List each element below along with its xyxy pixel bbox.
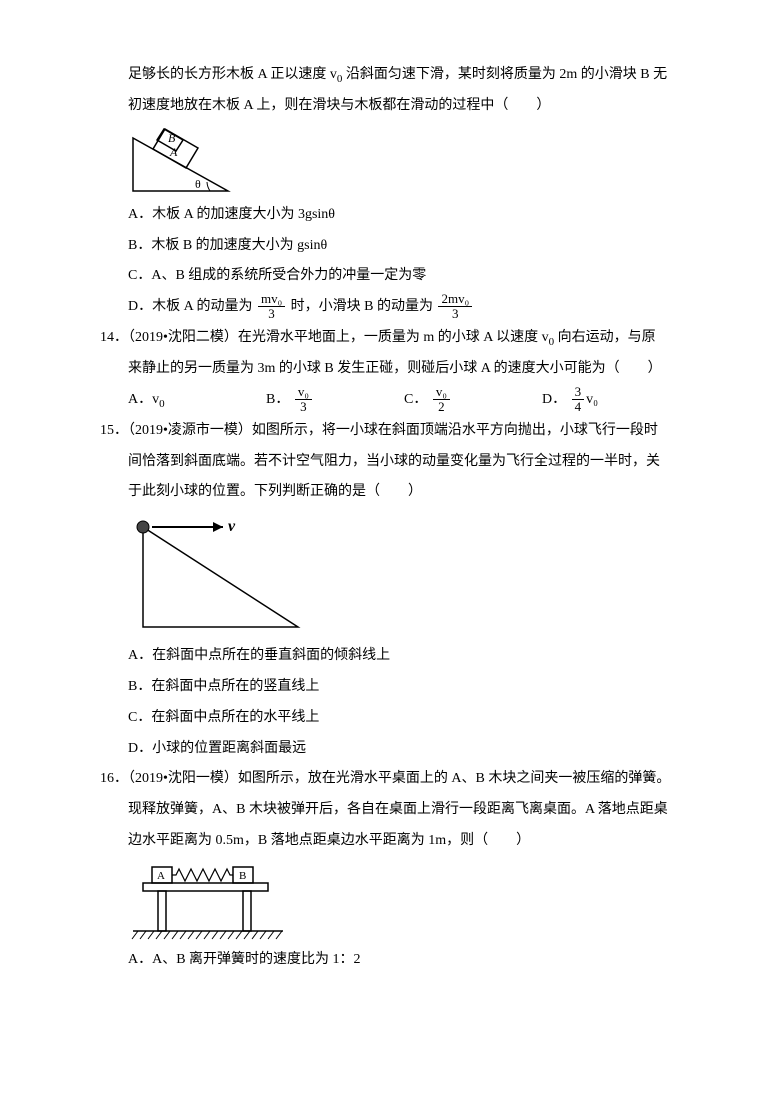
q15-line2: 间恰落到斜面底端。若不计空气阻力，当小球的动量变化量为飞行全过程的一半时，关: [100, 447, 680, 478]
velocity-label: v: [228, 518, 236, 535]
q13-context-line1: 足够长的长方形木板 A 正以速度 v0 沿斜面匀速下滑，某时刻将质量为 2m 的…: [100, 60, 680, 91]
svg-text:A: A: [169, 145, 178, 159]
q16-figure: A B: [100, 861, 680, 941]
text: 沿斜面匀速下滑，某时刻将质量为 2m 的小滑块 B 无: [342, 67, 667, 82]
fraction: v₀3: [295, 385, 312, 415]
q15-option-c: C．在斜面中点所在的水平线上: [100, 703, 680, 734]
q13-option-d: D．木板 A 的动量为 mv₀3 时，小滑块 B 的动量为 2mv₀3: [100, 292, 680, 323]
q14-option-d: D． 34v₀: [542, 385, 680, 416]
text: 足够长的长方形木板 A 正以速度 v: [128, 67, 337, 82]
text: D．木板 A 的动量为: [128, 299, 252, 314]
text: D．: [542, 392, 566, 407]
q14-option-a: A．v0: [128, 385, 266, 416]
svg-text:θ: θ: [195, 177, 201, 191]
q16-option-a: A．A、B 离开弹簧时的速度比为 1：2: [100, 945, 680, 976]
text: 时，小滑块 B 的动量为: [291, 299, 433, 314]
q13-figure: A B θ: [100, 126, 680, 196]
q13-option-a: A．木板 A 的加速度大小为 3gsinθ: [100, 200, 680, 231]
text: 14．（2019•沈阳二模）在光滑水平地面上，一质量为 m 的小球 A 以速度 …: [100, 330, 549, 345]
fraction: mv₀3: [258, 292, 285, 322]
text: v₀: [586, 392, 598, 407]
svg-text:B: B: [239, 870, 246, 882]
q15-line3: 于此刻小球的位置。下列判断正确的是（ ）: [100, 477, 680, 508]
fraction: v₀2: [433, 385, 450, 415]
q16-line3: 边水平距离为 0.5m，B 落地点距桌边水平距离为 1m，则（ ）: [100, 826, 680, 857]
q14-line2: 来静止的另一质量为 3m 的小球 B 发生正碰，则碰后小球 A 的速度大小可能为…: [100, 354, 680, 385]
text: C．: [404, 392, 427, 407]
q15-option-a: A．在斜面中点所在的垂直斜面的倾斜线上: [100, 641, 680, 672]
text: B．: [266, 392, 289, 407]
svg-text:A: A: [157, 870, 165, 882]
q15-option-d: D．小球的位置距离斜面最远: [100, 734, 680, 765]
q14-options: A．v0 B． v₀3 C． v₀2 D． 34v₀: [100, 385, 680, 416]
q15-option-b: B．在斜面中点所在的竖直线上: [100, 672, 680, 703]
q13-option-c: C．A、B 组成的系统所受合外力的冲量一定为零: [100, 261, 680, 292]
fraction: 2mv₀3: [438, 292, 472, 322]
q14-option-c: C． v₀2: [404, 385, 542, 416]
q16-line1: 16．（2019•沈阳一模）如图所示，放在光滑水平桌面上的 A、B 木块之间夹一…: [100, 764, 680, 795]
q15-figure: v: [100, 512, 680, 637]
svg-text:B: B: [168, 131, 176, 145]
q14-line1: 14．（2019•沈阳二模）在光滑水平地面上，一质量为 m 的小球 A 以速度 …: [100, 323, 680, 354]
q13-option-b: B．木板 B 的加速度大小为 gsinθ: [100, 231, 680, 262]
text: A．v: [128, 392, 159, 407]
q15-line1: 15．（2019•凌源市一模）如图所示，将一小球在斜面顶端沿水平方向抛出，小球飞…: [100, 416, 680, 447]
q16-line2: 现释放弹簧，A、B 木块被弹开后，各自在桌面上滑行一段距离飞离桌面。A 落地点距…: [100, 795, 680, 826]
text: 向右运动，与原: [554, 330, 656, 345]
fraction: 34: [572, 385, 585, 415]
subscript: 0: [159, 398, 165, 410]
q14-option-b: B． v₀3: [266, 385, 404, 416]
q13-context-line2: 初速度地放在木板 A 上，则在滑块与木板都在滑动的过程中（ ）: [100, 91, 680, 122]
